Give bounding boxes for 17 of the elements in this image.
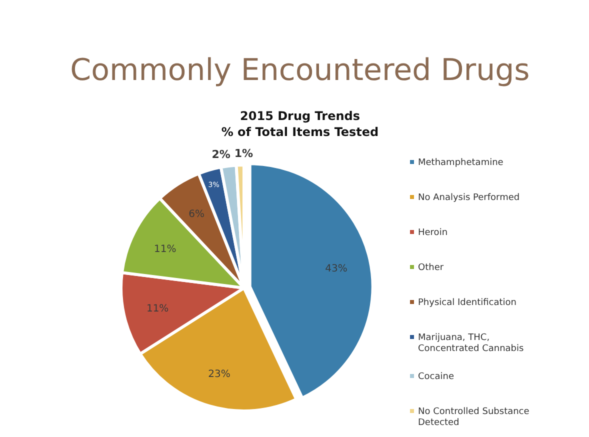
data-label: 43% (325, 263, 348, 274)
legend-label: Physical Identification (418, 298, 516, 308)
data-label: 1% (234, 147, 254, 160)
data-label: 11% (146, 303, 169, 314)
chart-subtitle: 2015 Drug Trends % of Total Items Tested (221, 109, 379, 139)
legend-label: Cocaine (418, 372, 454, 382)
chart-title: Commonly Encountered Drugs (70, 53, 530, 88)
legend-label: No Analysis Performed (418, 193, 520, 203)
data-label: 2% (212, 148, 230, 162)
data-label: 6% (188, 209, 204, 220)
legend-label: Heroin (418, 228, 448, 238)
legend-label: Other (418, 263, 444, 273)
legend-label: Marijuana, THC, Concentrated Cannabis (418, 333, 524, 354)
legend-label: No Controlled Substance Detected (418, 407, 530, 428)
legend-label: Methamphetamine (418, 158, 504, 168)
data-label: 11% (154, 244, 176, 255)
data-label: 23% (208, 369, 230, 380)
